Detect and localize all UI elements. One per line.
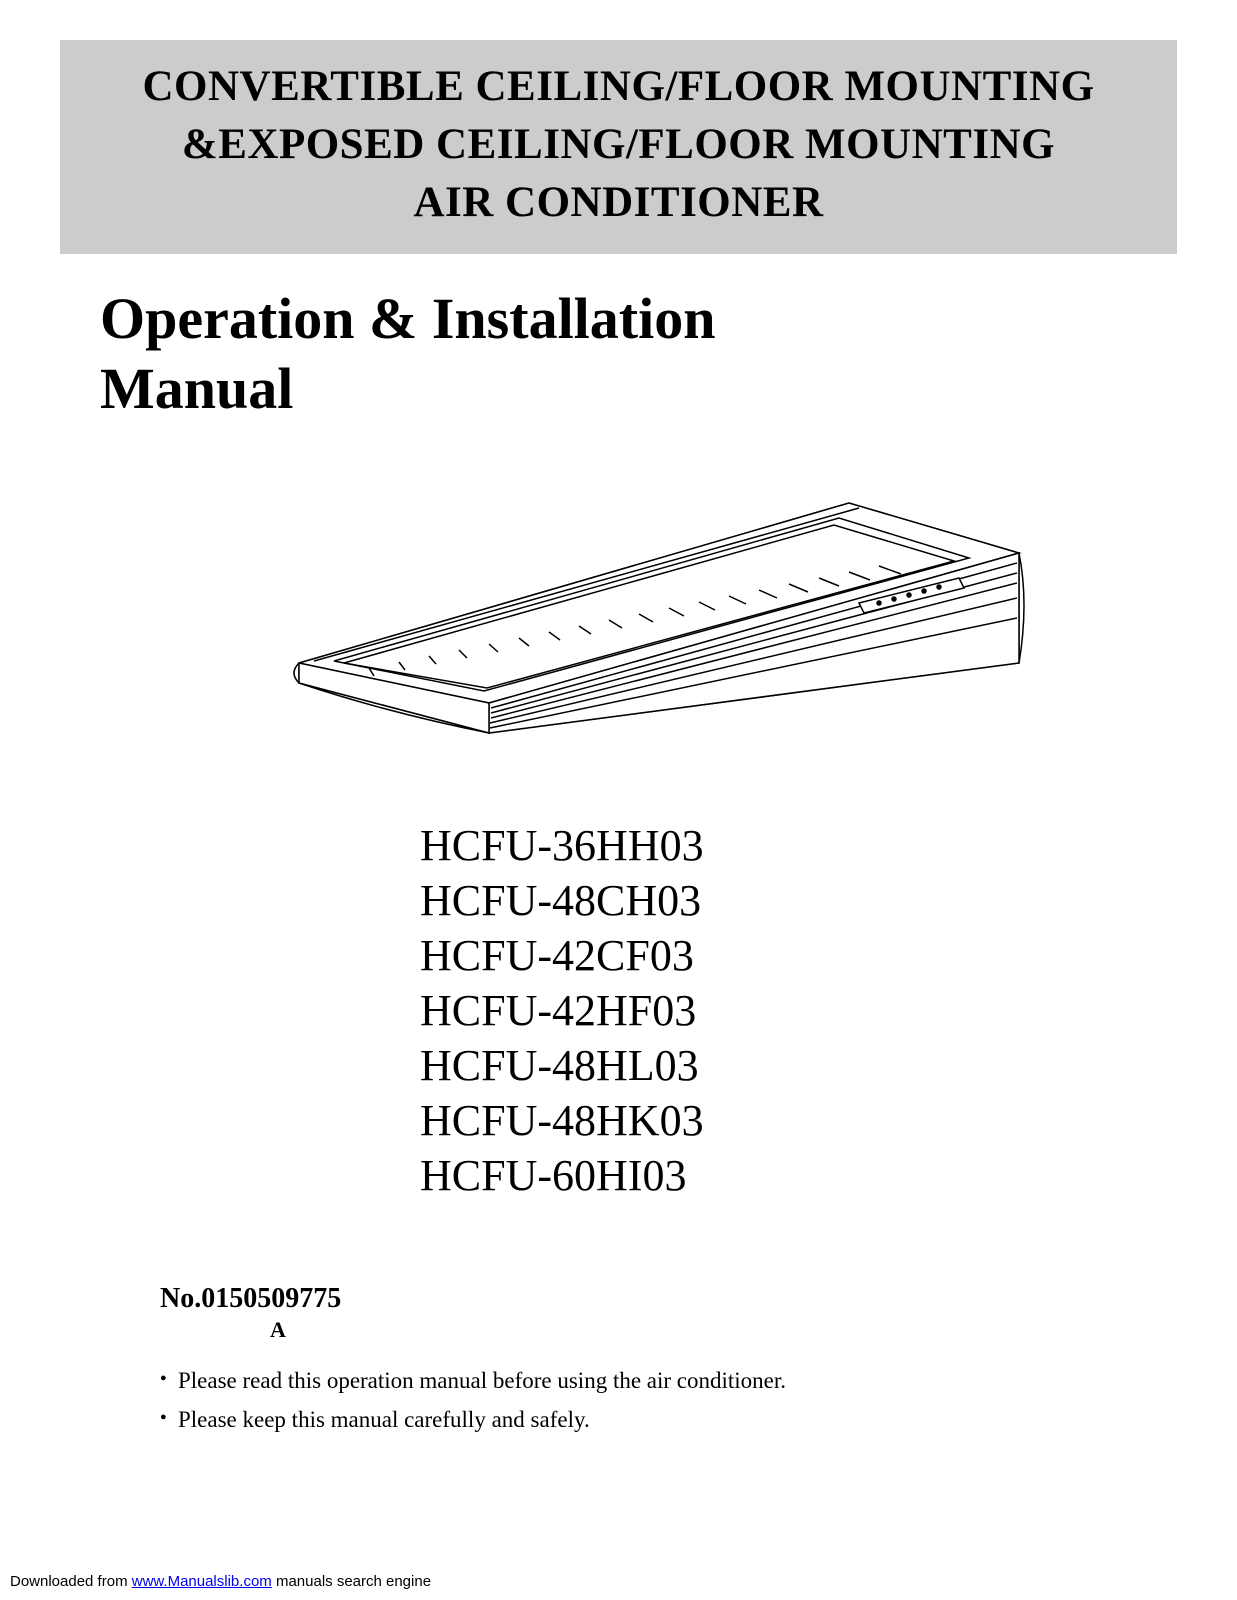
main-title-line-1: Operation & Installation <box>100 284 1177 354</box>
model-item: HCFU-60HI03 <box>420 1148 1177 1203</box>
main-title: Operation & Installation Manual <box>60 284 1177 423</box>
main-title-line-2: Manual <box>100 354 1177 424</box>
header-banner: CONVERTIBLE CEILING/FLOOR MOUNTING &EXPO… <box>60 40 1177 254</box>
model-item: HCFU-48HL03 <box>420 1038 1177 1093</box>
illustration-container <box>60 473 1177 758</box>
header-line-2: &EXPOSED CEILING/FLOOR MOUNTING <box>90 116 1147 174</box>
ac-unit-svg <box>239 473 1059 753</box>
model-item: HCFU-48CH03 <box>420 873 1177 928</box>
footer-suffix: manuals search engine <box>272 1573 431 1590</box>
doc-number: No.0150509775 <box>160 1283 1177 1315</box>
header-line-3: AIR CONDITIONER <box>90 174 1147 232</box>
note-item: Please keep this manual carefully and sa… <box>160 1400 1177 1439</box>
model-item: HCFU-42HF03 <box>420 983 1177 1038</box>
note-item: Please read this operation manual before… <box>160 1361 1177 1400</box>
model-item: HCFU-42CF03 <box>420 928 1177 983</box>
notes-list: Please read this operation manual before… <box>160 1361 1177 1439</box>
header-line-1: CONVERTIBLE CEILING/FLOOR MOUNTING <box>90 58 1147 116</box>
doc-revision: A <box>270 1317 1177 1343</box>
footer-link[interactable]: www.Manualslib.com <box>132 1573 272 1590</box>
model-list: HCFU-36HH03 HCFU-48CH03 HCFU-42CF03 HCFU… <box>420 818 1177 1203</box>
footer-prefix: Downloaded from <box>10 1573 132 1590</box>
model-item: HCFU-48HK03 <box>420 1093 1177 1148</box>
ac-unit-illustration <box>239 473 1059 758</box>
page-container: CONVERTIBLE CEILING/FLOOR MOUNTING &EXPO… <box>0 0 1237 1460</box>
model-item: HCFU-36HH03 <box>420 818 1177 873</box>
footer: Downloaded from www.Manualslib.com manua… <box>10 1573 431 1590</box>
doc-number-section: No.0150509775 A <box>160 1283 1177 1343</box>
